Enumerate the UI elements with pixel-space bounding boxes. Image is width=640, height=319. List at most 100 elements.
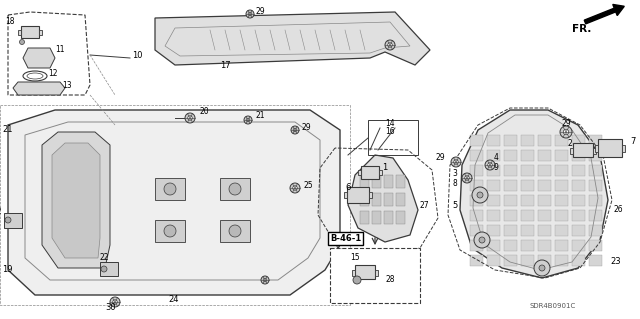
Circle shape (353, 276, 361, 284)
Bar (555, 255, 568, 266)
Bar (358, 170, 361, 175)
Bar (572, 150, 585, 161)
Circle shape (261, 276, 269, 284)
Bar (589, 195, 602, 206)
Bar (538, 225, 551, 236)
Bar (521, 165, 534, 176)
Text: B-46-1: B-46-1 (330, 234, 361, 243)
Bar (555, 240, 568, 251)
Bar (470, 255, 483, 266)
Text: 13: 13 (62, 80, 72, 90)
Text: 27: 27 (420, 201, 429, 210)
Circle shape (293, 128, 297, 132)
Polygon shape (23, 48, 55, 68)
Bar (572, 240, 585, 251)
Circle shape (229, 225, 241, 237)
Bar (487, 240, 500, 251)
Text: 12: 12 (48, 69, 58, 78)
Circle shape (101, 266, 107, 272)
Bar (375, 270, 378, 276)
Text: 6: 6 (345, 183, 350, 192)
Circle shape (385, 40, 395, 50)
Bar (470, 150, 483, 161)
Bar (573, 143, 593, 157)
Bar (572, 225, 585, 236)
Bar (570, 148, 573, 154)
Polygon shape (348, 155, 418, 242)
Text: 25: 25 (303, 181, 312, 189)
Bar (487, 135, 500, 146)
Bar (352, 270, 355, 276)
Text: 8: 8 (452, 179, 457, 188)
Bar (487, 150, 500, 161)
Bar (589, 165, 602, 176)
Polygon shape (460, 110, 608, 278)
Text: 17: 17 (220, 61, 230, 70)
Bar (504, 150, 517, 161)
Bar (572, 255, 585, 266)
Circle shape (560, 126, 572, 138)
Text: 10: 10 (132, 51, 143, 61)
Bar (504, 135, 517, 146)
Bar (521, 225, 534, 236)
Bar (521, 180, 534, 191)
Circle shape (248, 12, 252, 16)
Bar (521, 150, 534, 161)
Bar (538, 195, 551, 206)
Text: 30: 30 (105, 303, 116, 313)
Bar (396, 211, 405, 224)
Circle shape (462, 173, 472, 183)
Bar (521, 210, 534, 221)
Text: 1: 1 (382, 164, 387, 173)
Bar (521, 240, 534, 251)
Polygon shape (42, 132, 110, 268)
Bar (598, 139, 622, 157)
Bar (555, 210, 568, 221)
Bar (504, 180, 517, 191)
Circle shape (244, 116, 252, 124)
Text: SDR4B0901C: SDR4B0901C (530, 303, 576, 309)
Text: 26: 26 (614, 205, 623, 214)
Bar (572, 165, 585, 176)
Bar (572, 135, 585, 146)
Bar (589, 135, 602, 146)
Bar (360, 211, 369, 224)
Bar (487, 210, 500, 221)
Bar (220, 178, 250, 200)
Bar (470, 135, 483, 146)
Circle shape (474, 232, 490, 248)
Bar (384, 175, 393, 188)
Bar (622, 145, 625, 152)
Bar (372, 193, 381, 206)
Bar (470, 210, 483, 221)
Bar (595, 145, 598, 152)
Bar (21, 26, 39, 38)
Bar (360, 193, 369, 206)
Text: 4: 4 (494, 153, 499, 162)
Text: 16: 16 (385, 128, 395, 137)
Bar (487, 165, 500, 176)
Bar (538, 240, 551, 251)
Bar (538, 210, 551, 221)
Circle shape (472, 187, 488, 203)
Circle shape (185, 113, 195, 123)
Bar (0, 105, 350, 305)
Circle shape (290, 183, 300, 193)
Bar (589, 255, 602, 266)
Polygon shape (52, 143, 100, 258)
Text: 9: 9 (494, 164, 499, 173)
Circle shape (291, 126, 299, 134)
Circle shape (388, 43, 392, 47)
Bar (555, 165, 568, 176)
Bar (538, 255, 551, 266)
Bar (18, 30, 21, 35)
Bar (470, 180, 483, 191)
Circle shape (488, 163, 492, 167)
Circle shape (479, 237, 485, 243)
Circle shape (5, 217, 11, 223)
Bar (521, 195, 534, 206)
Bar (344, 192, 347, 198)
Bar (347, 187, 369, 203)
Text: 18: 18 (5, 18, 15, 26)
Bar (555, 150, 568, 161)
